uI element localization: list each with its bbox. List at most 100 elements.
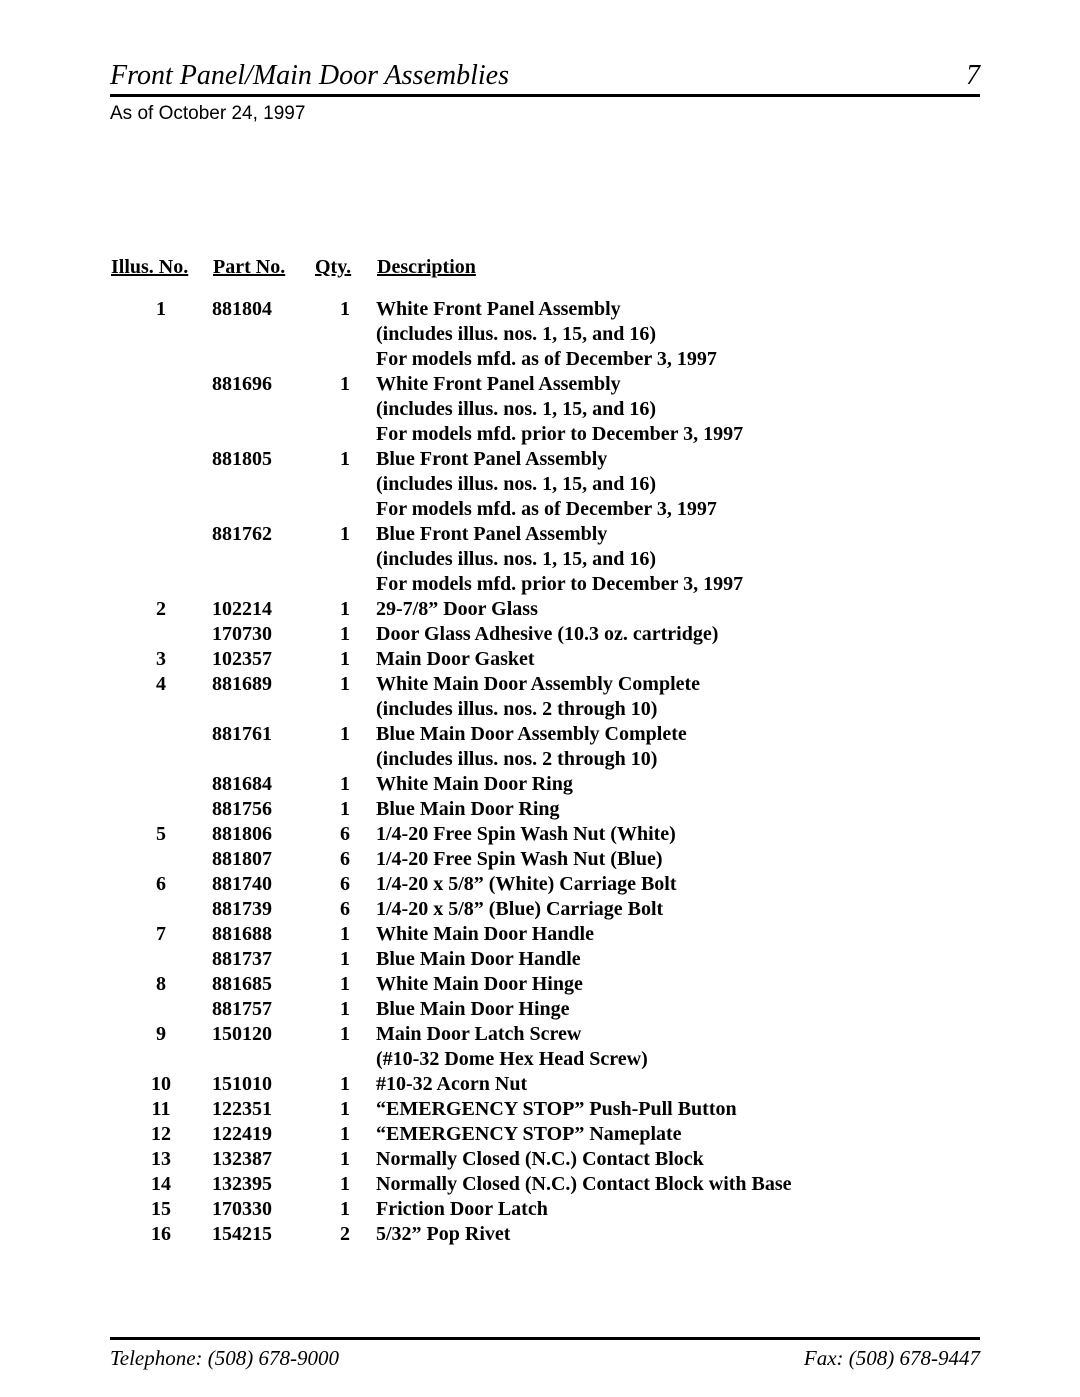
cell-description: 1/4-20 Free Spin Wash Nut (White) (376, 822, 980, 847)
table-row: 8818051Blue Front Panel Assembly (110, 447, 980, 472)
cell-qty (314, 472, 376, 497)
table-header-row: Illus. No. Part No. Qty. Description (110, 255, 980, 297)
cell-illus (110, 422, 212, 447)
cell-qty (314, 422, 376, 447)
cell-qty: 1 (314, 972, 376, 997)
cell-description: White Main Door Hinge (376, 972, 980, 997)
cell-description: For models mfd. prior to December 3, 199… (376, 422, 980, 447)
table-row: 88173961/4-20 x 5/8” (Blue) Carriage Bol… (110, 897, 980, 922)
cell-description: Door Glass Adhesive (10.3 oz. cartridge) (376, 622, 980, 647)
cell-part: 881806 (212, 822, 314, 847)
table-row: 48816891White Main Door Assembly Complet… (110, 672, 980, 697)
cell-qty: 6 (314, 872, 376, 897)
cell-part: 102357 (212, 647, 314, 672)
cell-illus: 12 (110, 1122, 212, 1147)
cell-qty: 1 (314, 522, 376, 547)
cell-illus (110, 947, 212, 972)
cell-illus (110, 522, 212, 547)
cell-qty: 1 (314, 297, 376, 322)
footer-rule (110, 1337, 980, 1340)
cell-illus: 8 (110, 972, 212, 997)
table-row: 8817571Blue Main Door Hinge (110, 997, 980, 1022)
cell-illus: 7 (110, 922, 212, 947)
table-row: 31023571Main Door Gasket (110, 647, 980, 672)
cell-description: (includes illus. nos. 1, 15, and 16) (376, 322, 980, 347)
cell-illus (110, 622, 212, 647)
cell-illus (110, 747, 212, 772)
cell-part (212, 422, 314, 447)
page-number: 7 (966, 60, 980, 92)
cell-illus: 4 (110, 672, 212, 697)
cell-qty (314, 347, 376, 372)
cell-qty (314, 1047, 376, 1072)
parts-table-wrap: Illus. No. Part No. Qty. Description 188… (110, 255, 980, 1247)
table-row: For models mfd. prior to December 3, 199… (110, 572, 980, 597)
cell-part: 122351 (212, 1097, 314, 1122)
cell-description: For models mfd. as of December 3, 1997 (376, 497, 980, 522)
cell-description: 1/4-20 Free Spin Wash Nut (Blue) (376, 847, 980, 872)
cell-part: 122419 (212, 1122, 314, 1147)
cell-description: “EMERGENCY STOP” Push-Pull Button (376, 1097, 980, 1122)
table-row: 141323951Normally Closed (N.C.) Contact … (110, 1172, 980, 1197)
cell-qty: 1 (314, 597, 376, 622)
cell-description: Normally Closed (N.C.) Contact Block (376, 1147, 980, 1172)
cell-part: 881696 (212, 372, 314, 397)
cell-illus: 6 (110, 872, 212, 897)
cell-qty: 1 (314, 1147, 376, 1172)
cell-illus (110, 397, 212, 422)
cell-description: 29-7/8” Door Glass (376, 597, 980, 622)
cell-part: 881684 (212, 772, 314, 797)
cell-qty: 1 (314, 1022, 376, 1047)
cell-part (212, 697, 314, 722)
cell-part (212, 497, 314, 522)
cell-part: 881739 (212, 897, 314, 922)
table-row: 1615421525/32” Pop Rivet (110, 1222, 980, 1247)
cell-illus (110, 447, 212, 472)
cell-description: Friction Door Latch (376, 1197, 980, 1222)
table-row: (includes illus. nos. 1, 15, and 16) (110, 472, 980, 497)
footer-fax: Fax: (508) 678-9447 (804, 1346, 980, 1371)
cell-description: Normally Closed (N.C.) Contact Block wit… (376, 1172, 980, 1197)
cell-illus (110, 897, 212, 922)
cell-description: (includes illus. nos. 1, 15, and 16) (376, 472, 980, 497)
table-row: (includes illus. nos. 2 through 10) (110, 747, 980, 772)
cell-description: Blue Front Panel Assembly (376, 447, 980, 472)
cell-qty (314, 397, 376, 422)
cell-qty (314, 697, 376, 722)
table-row: (includes illus. nos. 1, 15, and 16) (110, 322, 980, 347)
cell-part: 881740 (212, 872, 314, 897)
cell-illus (110, 322, 212, 347)
cell-qty: 1 (314, 947, 376, 972)
cell-qty: 6 (314, 822, 376, 847)
cell-illus (110, 722, 212, 747)
cell-description: White Main Door Assembly Complete (376, 672, 980, 697)
cell-illus: 15 (110, 1197, 212, 1222)
cell-part: 881737 (212, 947, 314, 972)
table-row: 8817371Blue Main Door Handle (110, 947, 980, 972)
footer: Telephone: (508) 678-9000 Fax: (508) 678… (110, 1346, 980, 1371)
cell-illus (110, 497, 212, 522)
cell-description: Main Door Latch Screw (376, 1022, 980, 1047)
cell-description: (includes illus. nos. 1, 15, and 16) (376, 547, 980, 572)
cell-part: 881761 (212, 722, 314, 747)
cell-illus (110, 697, 212, 722)
cell-illus (110, 797, 212, 822)
cell-qty: 2 (314, 1222, 376, 1247)
cell-part: 881756 (212, 797, 314, 822)
cell-part (212, 747, 314, 772)
cell-description: White Front Panel Assembly (376, 372, 980, 397)
cell-illus: 16 (110, 1222, 212, 1247)
cell-qty: 1 (314, 997, 376, 1022)
table-row: (#10-32 Dome Hex Head Screw) (110, 1047, 980, 1072)
cell-illus: 14 (110, 1172, 212, 1197)
table-row: For models mfd. as of December 3, 1997 (110, 347, 980, 372)
table-row: (includes illus. nos. 1, 15, and 16) (110, 547, 980, 572)
table-row: 151703301Friction Door Latch (110, 1197, 980, 1222)
cell-part: 170730 (212, 622, 314, 647)
cell-part: 881805 (212, 447, 314, 472)
cell-description: 1/4-20 x 5/8” (Blue) Carriage Bolt (376, 897, 980, 922)
col-header-part: Part No. (212, 255, 314, 297)
cell-part: 150120 (212, 1022, 314, 1047)
as-of-date: As of October 24, 1997 (110, 103, 980, 125)
cell-qty: 1 (314, 447, 376, 472)
